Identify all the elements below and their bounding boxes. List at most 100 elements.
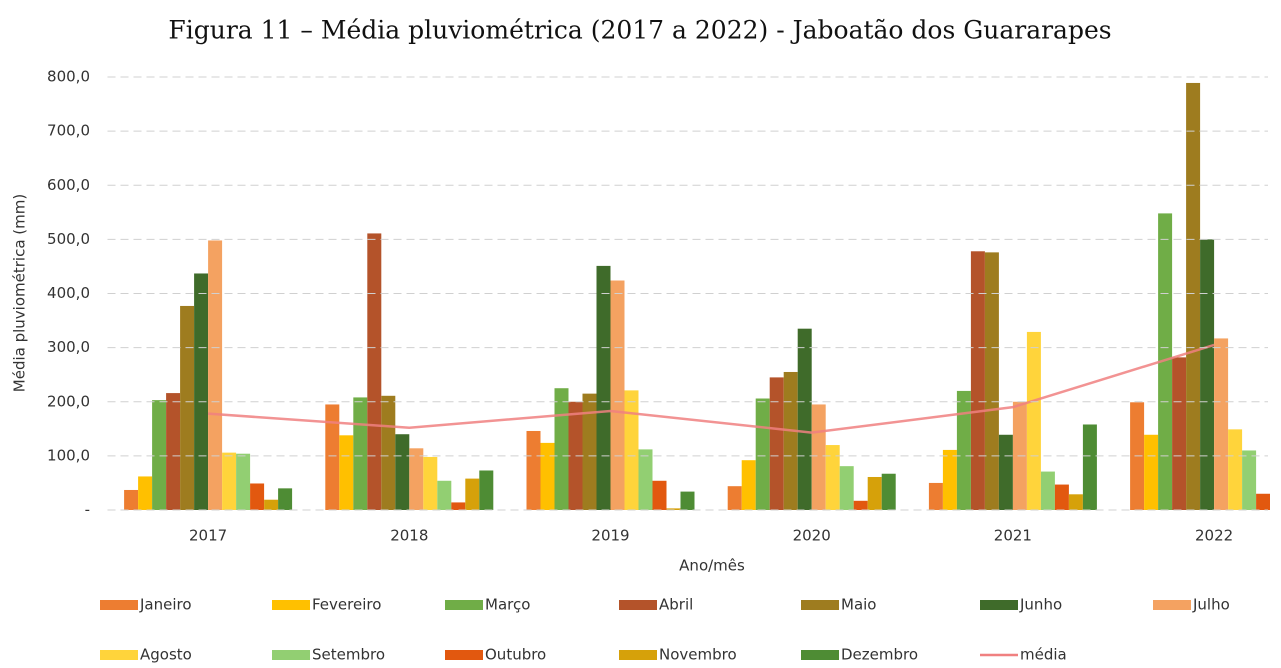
legend-swatch	[272, 650, 310, 660]
legend-swatch	[980, 600, 1018, 610]
legend-label: Agosto	[140, 646, 192, 664]
bar	[278, 488, 293, 510]
bar	[998, 434, 1013, 510]
legend-label: Junho	[1019, 596, 1062, 614]
legend-swatch	[801, 600, 839, 610]
bar	[1158, 213, 1173, 510]
legend-label: Julho	[1192, 596, 1230, 614]
y-tick-label: 600,0	[47, 176, 90, 194]
y-tick-label: 100,0	[47, 446, 90, 464]
bar	[1172, 357, 1187, 510]
x-axis-label: Ano/mês	[679, 557, 745, 575]
y-axis-label: Média pluviométrica (mm)	[11, 194, 29, 392]
y-tick-label: 500,0	[47, 230, 90, 248]
legend-label: Outubro	[485, 646, 546, 664]
y-tick-label: -	[85, 501, 90, 519]
bar	[755, 398, 770, 510]
legend-swatch	[619, 600, 657, 610]
legend-swatch	[445, 600, 483, 610]
legend-label: Janeiro	[139, 596, 192, 614]
legend-swatch	[445, 650, 483, 660]
legend-label: média	[1020, 646, 1067, 664]
legend-label: Dezembro	[841, 646, 918, 664]
bar	[680, 491, 695, 510]
bar	[881, 473, 896, 510]
bar	[1214, 338, 1229, 510]
bar	[1054, 484, 1069, 510]
bar	[437, 480, 452, 510]
plot-area	[124, 82, 1270, 511]
y-tick-label: 200,0	[47, 392, 90, 410]
y-tick-label: 300,0	[47, 338, 90, 356]
bar	[1228, 429, 1243, 510]
bar	[928, 482, 943, 510]
bar	[970, 251, 985, 510]
bar	[236, 453, 251, 510]
legend-swatch	[801, 650, 839, 660]
bar	[395, 434, 410, 510]
x-tick-label: 2017	[189, 527, 227, 545]
bar	[666, 508, 681, 510]
bar	[353, 397, 368, 510]
bar	[956, 390, 971, 510]
average-line	[208, 343, 1215, 434]
bar	[479, 470, 494, 510]
legend-swatch	[100, 650, 138, 660]
bar	[638, 449, 653, 510]
legend-swatch	[619, 650, 657, 660]
bar	[250, 483, 265, 510]
bar	[339, 435, 354, 510]
bar	[1144, 434, 1159, 510]
bar	[853, 500, 868, 510]
bar	[409, 448, 424, 510]
chart-title: Figura 11 – Média pluviométrica (2017 a …	[168, 16, 1111, 45]
x-tick-label: 2022	[1195, 527, 1233, 545]
bar	[1256, 493, 1270, 510]
bar	[797, 328, 812, 510]
bar	[610, 280, 625, 510]
bar	[194, 273, 209, 510]
bar	[811, 404, 826, 510]
x-tick-label: 2019	[591, 527, 629, 545]
bar	[540, 442, 555, 510]
bar	[264, 499, 279, 510]
bar	[727, 486, 742, 510]
bar	[124, 489, 139, 510]
bar	[381, 395, 396, 510]
legend-swatch	[272, 600, 310, 610]
bar	[984, 252, 999, 511]
x-tick-label: 2018	[390, 527, 428, 545]
legend-swatch	[1153, 600, 1191, 610]
bar	[596, 265, 611, 510]
bar	[325, 404, 340, 510]
bar	[451, 502, 466, 510]
bar	[1068, 494, 1083, 510]
x-tick-label: 2020	[793, 527, 831, 545]
y-tick-label: 700,0	[47, 122, 90, 140]
bar	[1026, 331, 1041, 510]
bar	[138, 476, 153, 510]
bar	[652, 480, 667, 510]
legend-swatch	[100, 600, 138, 610]
bar	[582, 393, 597, 510]
bar	[769, 377, 784, 510]
bar	[867, 476, 882, 510]
legend-label: Maio	[841, 596, 876, 614]
bar	[783, 371, 798, 510]
legend-label: Fevereiro	[312, 596, 381, 614]
bar	[423, 456, 438, 510]
bar	[180, 305, 195, 510]
bar	[465, 478, 480, 510]
bar	[825, 445, 840, 510]
legend-label: Setembro	[312, 646, 385, 664]
bar	[367, 233, 382, 510]
bar	[1040, 471, 1055, 510]
bar	[839, 466, 854, 510]
y-tick-label: 400,0	[47, 284, 90, 302]
bar	[942, 449, 957, 510]
bar	[526, 430, 541, 510]
bar	[208, 240, 223, 510]
bar	[222, 452, 237, 510]
